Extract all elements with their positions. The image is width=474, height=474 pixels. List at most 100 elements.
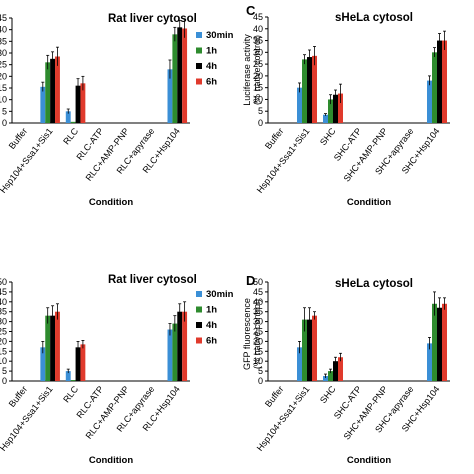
y-axis-label-line: (% native control) bbox=[252, 299, 262, 369]
y-tick-label: 5 bbox=[2, 106, 7, 116]
x-axis-label: Condition bbox=[89, 455, 134, 466]
y-axis-label: GFP fluorescence(% native control) bbox=[242, 298, 262, 370]
y-tick-label: 30 bbox=[253, 47, 263, 57]
category-label: Buffer bbox=[263, 384, 286, 409]
legend-label: 30min bbox=[206, 289, 234, 300]
bar-4h-1 bbox=[50, 58, 56, 124]
category-label: RLC bbox=[61, 126, 80, 147]
bar-6h-6 bbox=[182, 311, 188, 381]
y-tick-label: 0 bbox=[2, 118, 7, 128]
bar-1h-1 bbox=[45, 315, 51, 381]
bar-30min-6 bbox=[427, 80, 432, 123]
y-tick-label: 40 bbox=[0, 25, 7, 35]
bar-6h-1 bbox=[55, 56, 60, 123]
bar-4h-2 bbox=[333, 361, 338, 381]
bar-30min-2 bbox=[65, 111, 71, 123]
bar-30min-6 bbox=[167, 69, 173, 123]
x-axis-label: Condition bbox=[347, 197, 392, 208]
legend-label: 4h bbox=[206, 320, 217, 331]
bar-30min-1 bbox=[40, 86, 46, 123]
y-tick-label: 20 bbox=[253, 71, 263, 81]
y-tick-label: 45 bbox=[0, 13, 7, 23]
bar-6h-1 bbox=[312, 55, 317, 123]
bar-30min-2 bbox=[65, 371, 71, 381]
bar-30min-2 bbox=[323, 376, 328, 381]
bar-4h-2 bbox=[75, 347, 81, 381]
y-axis-label: Luciferase activity(% native control) bbox=[242, 34, 262, 106]
y-tick-label: 25 bbox=[0, 60, 7, 70]
category-label: Buffer bbox=[7, 126, 30, 151]
legend-label: 1h bbox=[206, 305, 217, 316]
legend-swatch bbox=[196, 306, 202, 313]
y-axis-label-line: (% native control) bbox=[252, 35, 262, 105]
legend-label: 30min bbox=[206, 30, 234, 41]
bar-4h-6 bbox=[437, 307, 442, 381]
bar-6h-6 bbox=[442, 40, 447, 123]
y-tick-label: 45 bbox=[253, 12, 263, 22]
chart-title: sHeLa cytosol bbox=[335, 278, 413, 290]
y-tick-label: 15 bbox=[253, 83, 263, 93]
y-tick-label: 50 bbox=[0, 277, 7, 287]
bar-4h-1 bbox=[307, 319, 312, 381]
y-tick-label: 5 bbox=[258, 106, 263, 116]
legend-label: 4h bbox=[206, 61, 217, 72]
bar-1h-6 bbox=[172, 323, 178, 381]
category-label: Buffer bbox=[263, 126, 286, 151]
y-tick-label: 45 bbox=[253, 287, 263, 297]
bar-6h-6 bbox=[442, 303, 447, 381]
y-tick-label: 15 bbox=[0, 83, 7, 93]
category-label: Buffer bbox=[7, 384, 30, 409]
bar-30min-1 bbox=[40, 347, 46, 381]
bar-6h-2 bbox=[338, 93, 343, 123]
y-tick-label: 35 bbox=[0, 36, 7, 46]
y-tick-label: 20 bbox=[253, 336, 263, 346]
legend-swatch bbox=[196, 47, 202, 54]
bar-30min-2 bbox=[323, 114, 328, 123]
category-label: SHC bbox=[318, 126, 338, 148]
y-tick-label: 40 bbox=[253, 24, 263, 34]
bar-30min-6 bbox=[427, 343, 432, 381]
legend-swatch bbox=[196, 322, 202, 328]
x-axis-label: Condition bbox=[347, 455, 392, 466]
chart-title: sHeLa cytosol bbox=[335, 12, 413, 24]
y-tick-label: 25 bbox=[253, 59, 263, 69]
chart-title: Rat liver cytosol bbox=[108, 274, 197, 286]
category-label: SHC bbox=[318, 384, 338, 406]
legend-swatch bbox=[196, 63, 202, 69]
bar-1h-6 bbox=[432, 52, 437, 124]
bar-4h-6 bbox=[437, 40, 442, 123]
legend: 30min 1h 4h 6h bbox=[196, 30, 234, 88]
bar-1h-6 bbox=[172, 34, 178, 124]
bar-4h-1 bbox=[50, 315, 56, 381]
y-tick-label: 25 bbox=[0, 327, 7, 337]
bar-1h-2 bbox=[70, 121, 76, 123]
bar-6h-6 bbox=[182, 28, 188, 123]
category-label: Hsp104+Ssa1+Sis1 bbox=[255, 126, 312, 195]
bar-6h-2 bbox=[338, 357, 343, 381]
y-tick-label: 10 bbox=[253, 94, 263, 104]
bar-30min-1 bbox=[297, 347, 302, 381]
category-label: Hsp104+Ssa1+Sis1 bbox=[255, 384, 312, 453]
bar-6h-1 bbox=[312, 315, 317, 381]
y-axis-label-line: Luciferase activity bbox=[242, 34, 252, 106]
y-tick-label: 10 bbox=[0, 356, 7, 366]
chart-title: Rat liver cytosol bbox=[108, 13, 197, 25]
y-tick-label: 5 bbox=[2, 366, 7, 376]
legend-swatch bbox=[196, 32, 202, 38]
y-tick-label: 20 bbox=[0, 71, 7, 81]
y-tick-label: 35 bbox=[253, 307, 263, 317]
y-tick-label: 30 bbox=[0, 317, 7, 327]
bar-6h-1 bbox=[55, 311, 60, 381]
panel-label: C bbox=[246, 3, 256, 18]
y-tick-label: 30 bbox=[253, 317, 263, 327]
y-tick-label: 40 bbox=[253, 297, 263, 307]
y-tick-label: 35 bbox=[0, 307, 7, 317]
bar-1h-2 bbox=[328, 99, 333, 123]
y-tick-label: 0 bbox=[2, 376, 7, 386]
y-tick-label: 0 bbox=[258, 376, 263, 386]
y-tick-label: 15 bbox=[253, 346, 263, 356]
bar-1h-1 bbox=[45, 62, 51, 123]
